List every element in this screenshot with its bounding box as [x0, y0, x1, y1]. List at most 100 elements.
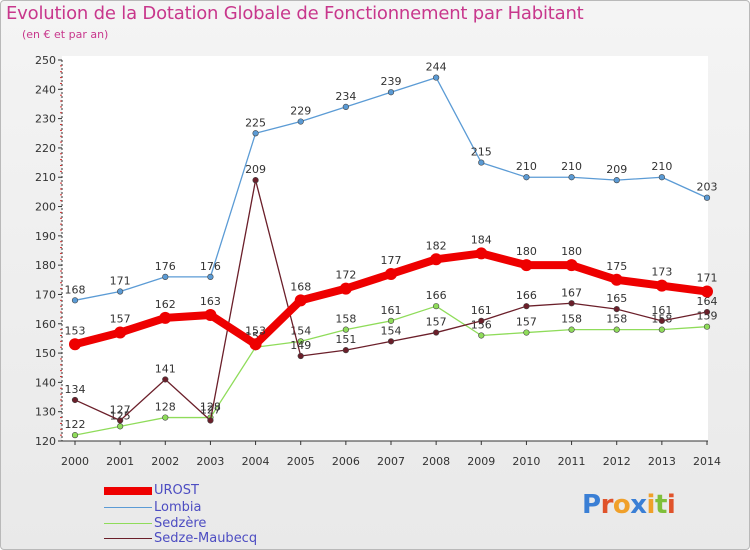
data-label: 184: [471, 233, 492, 246]
data-label: 127: [200, 403, 221, 416]
data-point: [475, 247, 488, 260]
y-tick-label: 240: [35, 83, 56, 96]
data-label: 165: [606, 292, 627, 305]
data-label: 175: [606, 260, 627, 273]
x-tick-label: 2009: [467, 455, 495, 468]
data-point: [342, 326, 349, 333]
legend-item-sedzere: Sedzère: [104, 516, 324, 531]
data-label: 153: [245, 324, 266, 337]
logo-letter: o: [612, 490, 631, 520]
data-point: [207, 417, 214, 424]
data-point: [703, 194, 711, 201]
data-label: 158: [561, 313, 582, 326]
logo-letter: x: [630, 490, 647, 520]
data-point: [69, 338, 81, 351]
data-label: 151: [335, 333, 356, 346]
data-point: [478, 332, 485, 339]
x-tick-label: 2002: [151, 455, 179, 468]
data-point: [523, 303, 530, 310]
data-point: [703, 308, 711, 316]
y-tick-label: 130: [35, 406, 56, 419]
data-point: [162, 273, 169, 280]
data-point: [658, 326, 665, 333]
logo-letter: r: [600, 490, 614, 520]
data-point: [71, 297, 79, 304]
data-label: 210: [561, 160, 582, 173]
data-label: 180: [561, 245, 582, 258]
data-point: [342, 103, 349, 110]
legend-swatch: [104, 538, 152, 539]
data-point: [387, 89, 395, 96]
data-point: [658, 317, 665, 324]
data-point: [117, 423, 124, 430]
data-label: 182: [426, 239, 447, 252]
data-label: 239: [381, 75, 402, 88]
y-tick-label: 230: [35, 113, 56, 126]
legend-swatch: [104, 487, 152, 495]
data-point: [655, 279, 668, 292]
y-tick-label: 190: [35, 230, 56, 243]
data-label: 244: [426, 61, 447, 74]
data-label: 128: [200, 401, 221, 414]
data-label: 171: [697, 272, 718, 285]
data-label: 141: [155, 362, 176, 375]
data-point: [162, 376, 169, 383]
data-point: [387, 338, 395, 345]
legend-label: Sedze-Maubecq: [154, 531, 258, 546]
data-point: [249, 338, 262, 351]
data-label: 153: [65, 324, 86, 337]
data-point: [339, 282, 352, 295]
data-label: 167: [561, 286, 582, 299]
data-label: 234: [335, 90, 356, 103]
data-label: 161: [651, 304, 672, 317]
y-tick-label: 150: [35, 347, 56, 360]
legend-item-lombia: Lombia: [104, 500, 324, 515]
y-tick-label: 200: [35, 201, 56, 214]
y-tick-label: 160: [35, 318, 56, 331]
data-point: [297, 352, 304, 360]
data-label: 166: [516, 289, 537, 302]
data-point: [294, 294, 307, 307]
x-tick-label: 2014: [693, 455, 721, 468]
data-point: [430, 253, 443, 266]
data-label: 229: [290, 105, 311, 118]
data-point: [207, 273, 214, 280]
legend-swatch: [104, 523, 152, 524]
data-point: [478, 159, 485, 166]
data-point: [610, 273, 623, 286]
data-point: [162, 414, 169, 421]
legend-item-sedze-maubecq: Sedze-Maubecq: [104, 531, 324, 546]
data-point: [568, 326, 575, 333]
data-label: 166: [426, 289, 447, 302]
data-point: [385, 267, 397, 280]
legend-label: Sedzère: [154, 516, 207, 531]
x-tick-label: 2007: [377, 455, 405, 468]
data-point: [658, 174, 665, 181]
data-label: 154: [381, 324, 402, 337]
data-point: [523, 329, 530, 336]
data-point: [568, 300, 575, 307]
data-label: 125: [110, 409, 131, 422]
chart-title: Evolution de la Dotation Globale de Fonc…: [6, 3, 584, 24]
data-point: [433, 303, 440, 310]
data-label: 161: [381, 304, 402, 317]
x-tick-label: 2012: [603, 455, 631, 468]
data-label: 157: [426, 316, 447, 329]
data-point: [117, 417, 124, 424]
y-tick-label: 120: [35, 435, 56, 448]
data-point: [703, 323, 711, 330]
legend-item-urost: UROST: [104, 483, 324, 498]
x-tick-label: 2005: [287, 455, 315, 468]
data-point: [297, 118, 304, 125]
chart-subtitle: (en € et par an): [22, 28, 109, 41]
y-tick-label: 220: [35, 142, 56, 155]
data-point: [523, 174, 530, 181]
data-label: 172: [335, 269, 356, 282]
data-label: 128: [155, 401, 176, 414]
data-label: 173: [651, 266, 672, 279]
data-label: 176: [200, 260, 221, 273]
data-label: 171: [110, 275, 131, 288]
data-label: 215: [471, 146, 492, 159]
x-tick-label: 2006: [332, 455, 360, 468]
data-label: 210: [516, 160, 537, 173]
